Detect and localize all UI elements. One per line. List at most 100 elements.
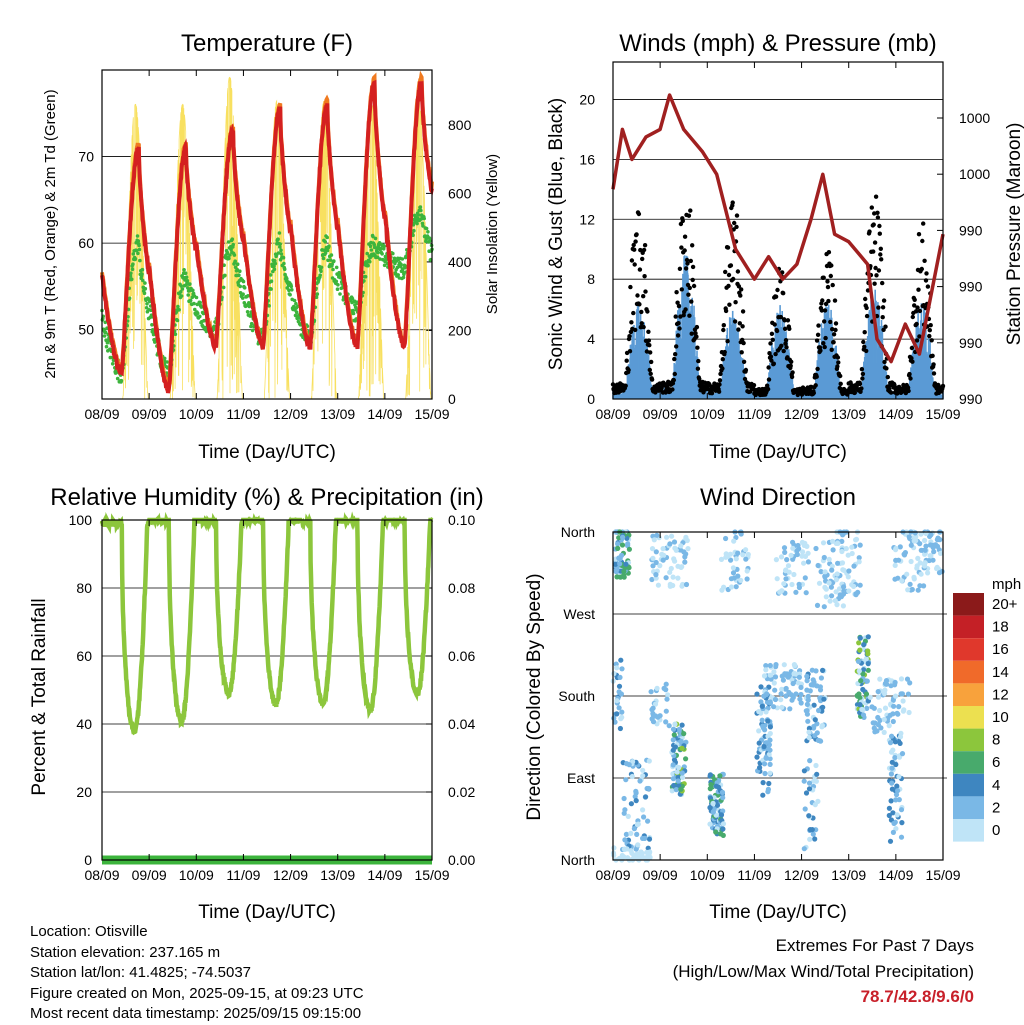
direction-point [781,545,788,551]
gust-point [885,374,890,380]
direction-point [767,662,773,669]
winds-y-tick-label: 20 [579,91,595,107]
direction-point [720,832,726,839]
humidity-y-tick-label: 40 [76,716,92,732]
recent-timestamp: Most recent data timestamp: 2025/09/15 0… [30,1005,362,1022]
winds-x-tick-label: 14/09 [878,406,913,422]
direction-point [621,846,628,852]
gust-point [766,377,772,382]
dewpoint-point [173,332,178,337]
temperature-x-tick-label: 09/09 [132,406,167,422]
direction-point [707,821,713,827]
direction-point [846,568,852,574]
humidity-y-tick-label: 0 [84,852,92,868]
relative-humidity-line [99,511,434,736]
dewpoint-point [228,253,232,257]
legend-swatch [953,593,984,616]
gust-point [775,287,780,293]
direction-point [765,745,771,752]
dewpoint-point [330,262,335,267]
direction-point [819,722,826,729]
gust-point [689,299,694,304]
gust-point [914,321,919,327]
direction-point [727,551,734,557]
direction-point [786,672,793,679]
gust-point [813,383,818,388]
gust-point [734,224,739,230]
gust-point [815,332,821,337]
direction-point [904,571,910,577]
dewpoint-point [188,298,193,303]
direction-point [917,560,923,566]
direction-point [791,662,798,668]
gust-point [766,365,771,370]
humidity-x-tick-label: 12/09 [273,867,308,883]
gust-point [857,381,863,387]
gust-point [649,359,654,365]
gust-point [823,335,828,341]
gust-point [828,273,833,279]
pressure-y-tick-label: 990 [959,222,983,238]
direction-point [768,676,774,682]
direction-point [818,569,824,575]
direction-point [898,834,905,840]
direction-y-tick-label: South [558,688,595,704]
direction-point [937,537,943,543]
direction-point [618,657,624,663]
gust-point [647,367,652,373]
gust-point [787,326,792,331]
direction-point [930,557,936,563]
direction-point [882,680,889,687]
gust-point [871,249,876,254]
gust-point [629,320,634,325]
dewpoint-point [145,302,149,306]
direction-point [911,576,917,582]
direction-point [730,570,737,576]
direction-point [865,634,871,640]
gust-point [882,359,887,365]
gust-point [836,360,841,365]
direction-point [781,662,787,668]
direction-point [901,551,907,557]
dewpoint-point [245,310,250,314]
gust-point [814,374,819,379]
gust-point [768,341,773,346]
gust-point [631,242,636,248]
gust-point [826,250,832,255]
dewpoint-point [131,252,136,256]
direction-point [720,826,726,832]
gust-point [716,389,722,394]
dewpoint-point [138,258,142,263]
direction-point [939,568,945,575]
gust-point [718,371,723,377]
gust-point [673,314,678,319]
legend-swatch [953,773,984,797]
direction-point [778,554,785,560]
direction-point [612,561,619,567]
gust-point [907,371,912,377]
solar-y-tick-label: 400 [448,254,472,270]
dewpoint-point [127,296,132,301]
direction-point [801,768,808,774]
precip-y-tick-label: 0.10 [448,512,475,528]
dewpoint-point [269,279,274,284]
direction-point [710,800,716,807]
direction-point [917,583,923,589]
direction-point [649,576,655,583]
direction-point [865,661,871,667]
direction-point [720,808,726,814]
gust-point [681,313,686,318]
direction-point [721,584,727,590]
direction-point [836,586,843,592]
gust-point [831,332,837,337]
gust-point [872,240,878,245]
direction-point [921,562,927,568]
gust-point [906,388,911,394]
gust-point [685,261,690,266]
gust-point [723,269,728,275]
direction-point [810,677,816,683]
gust-point [687,313,692,318]
direction-point [771,669,777,675]
humidity-x-tick-label: 08/09 [84,867,119,883]
direction-point [854,693,861,699]
